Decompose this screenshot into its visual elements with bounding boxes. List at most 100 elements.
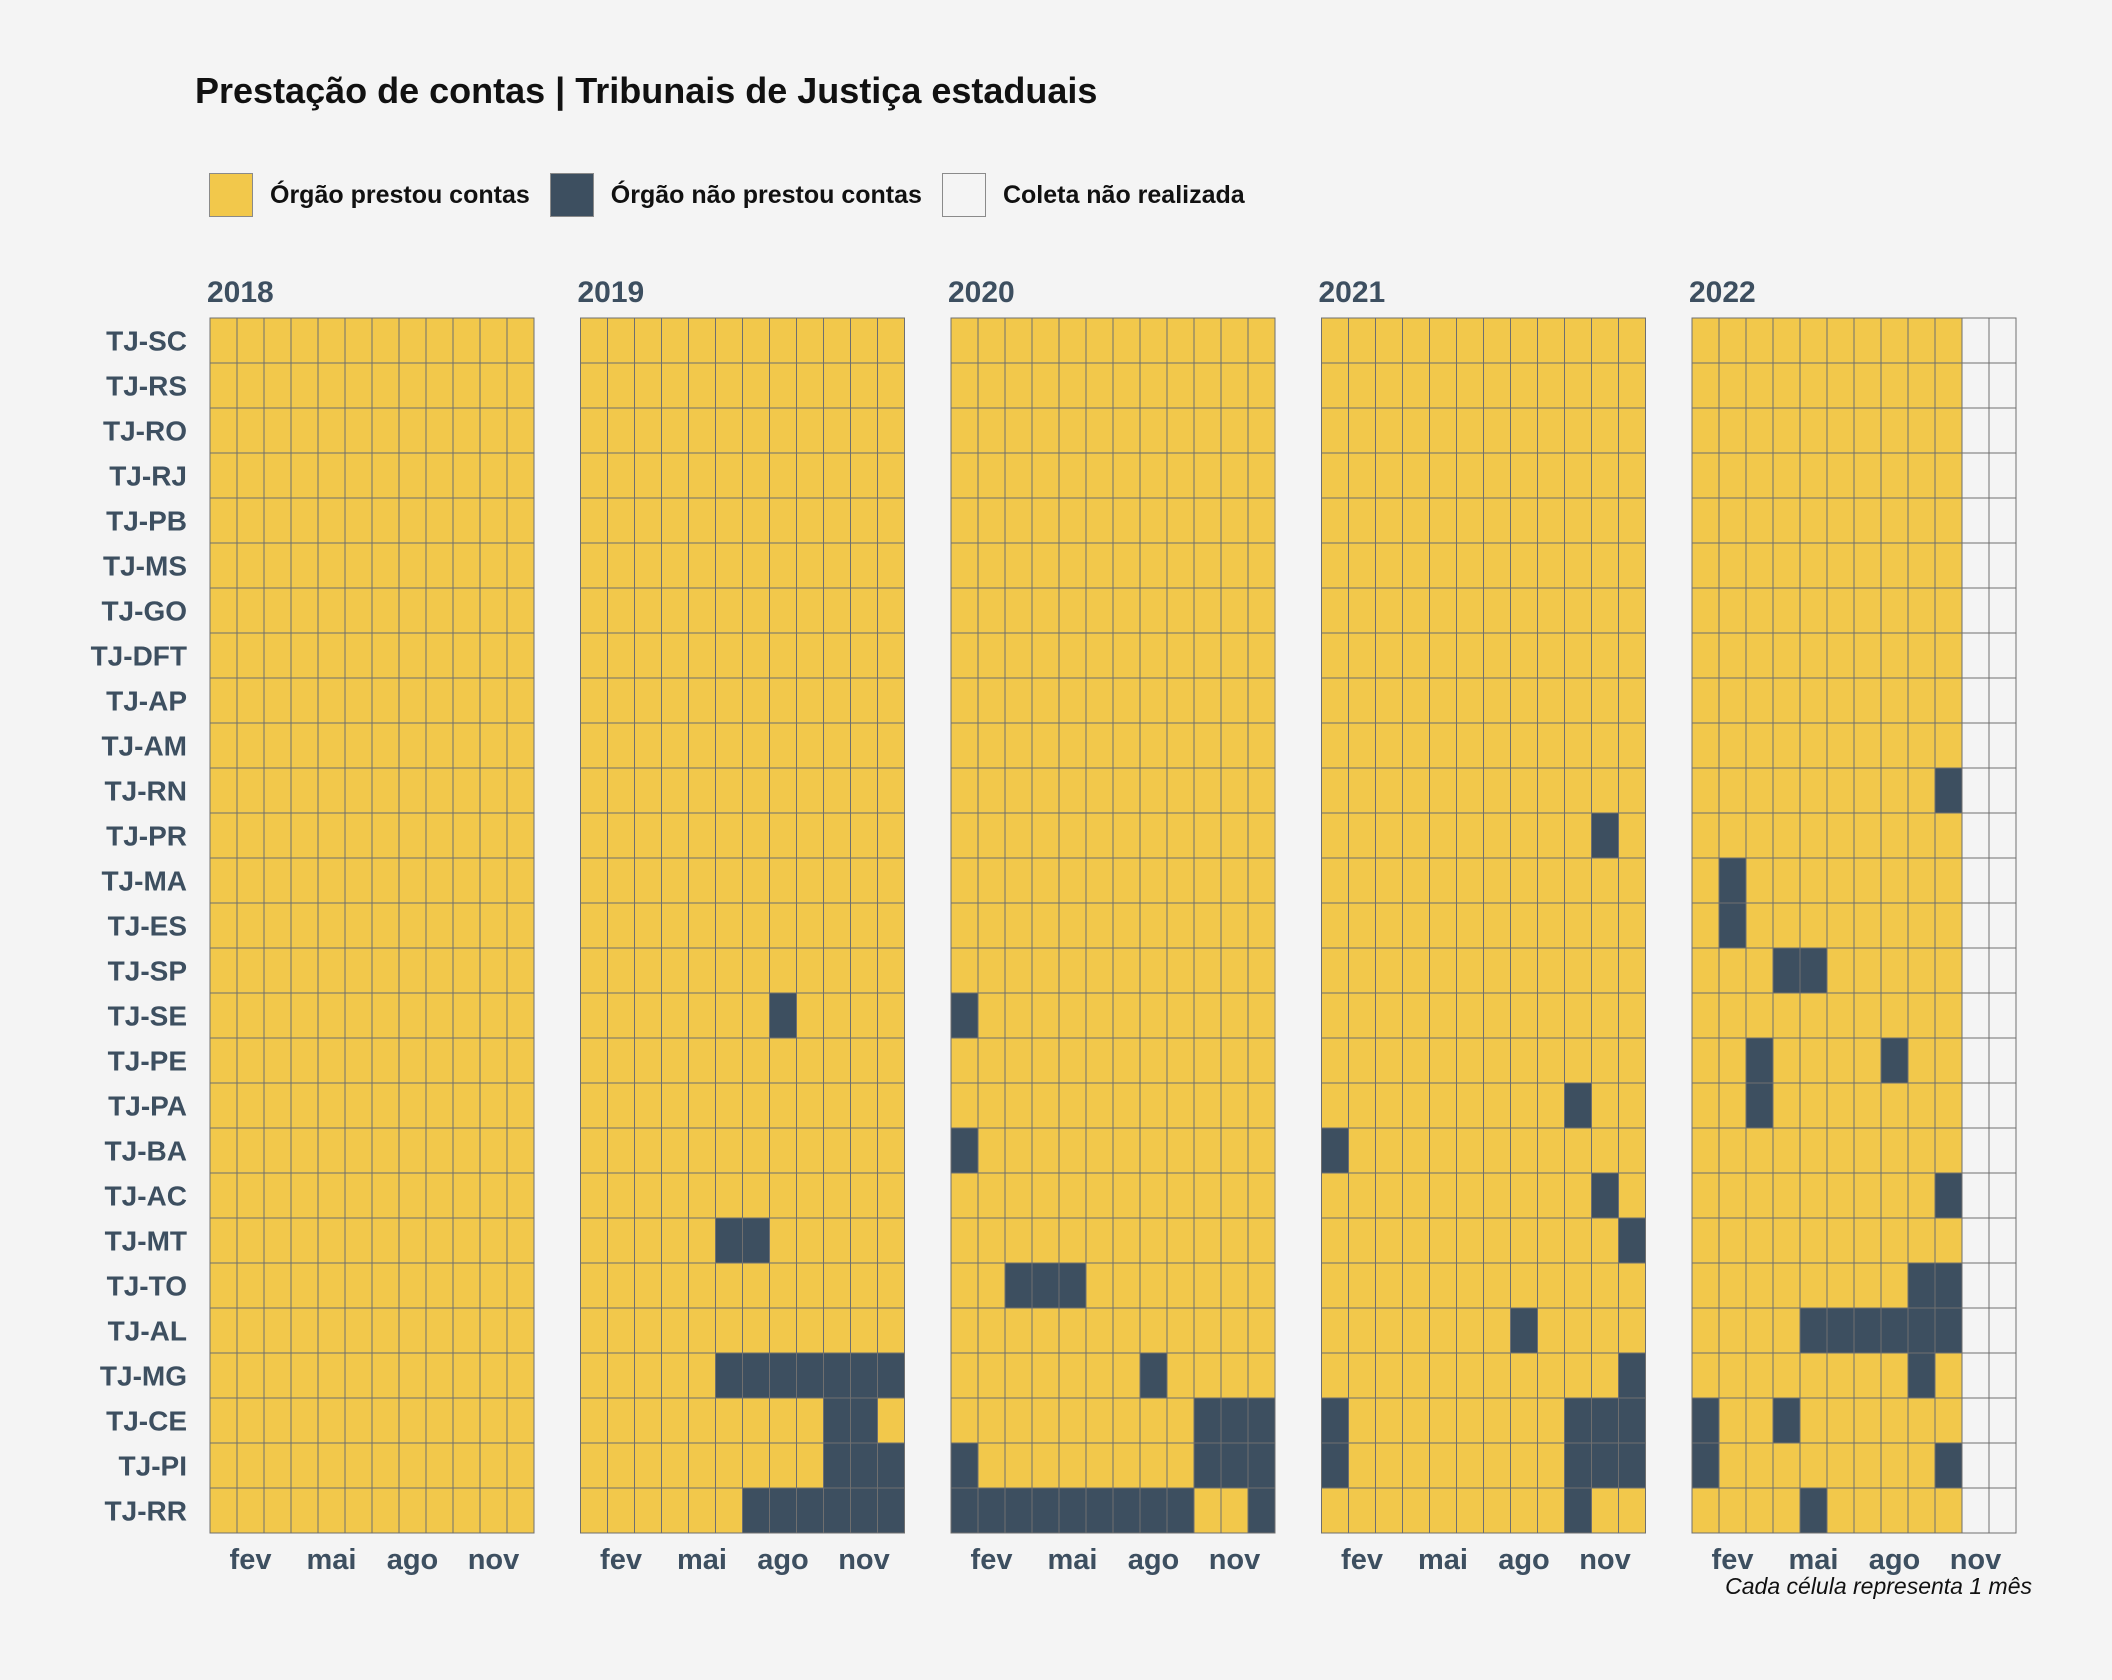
heatmap-cell	[344, 1442, 373, 1489]
heatmap-cell	[769, 1172, 797, 1219]
heatmap-cell	[479, 497, 508, 544]
heatmap-cell	[1112, 1172, 1141, 1219]
heatmap-cell	[479, 767, 508, 814]
heatmap-cell	[1112, 857, 1141, 904]
heatmap-cell	[209, 1307, 238, 1354]
chart-title: Prestação de contas | Tribunais de Justi…	[195, 70, 1098, 111]
heatmap-cell	[1934, 722, 1963, 769]
heatmap-cell	[688, 1082, 716, 1129]
heatmap-cell	[580, 812, 608, 859]
heatmap-cell	[1247, 1082, 1276, 1129]
heatmap-cell	[1907, 1037, 1936, 1084]
heatmap-cell	[977, 452, 1006, 499]
heatmap-cell	[1348, 1262, 1376, 1309]
heatmap-cell	[796, 1442, 824, 1489]
heatmap-cell	[425, 767, 454, 814]
heatmap-cell	[1456, 1172, 1484, 1219]
heatmap-cell	[769, 1217, 797, 1264]
heatmap-cell	[1745, 902, 1774, 949]
heatmap-cell	[236, 812, 265, 859]
month-tick-label: mai	[307, 1544, 357, 1576]
heatmap-cell	[1853, 1172, 1882, 1219]
heatmap-cell	[877, 722, 905, 769]
heatmap-cell	[1375, 857, 1403, 904]
heatmap-cell	[769, 1487, 797, 1534]
heatmap-cell	[823, 542, 851, 589]
heatmap-cell	[1429, 1352, 1457, 1399]
heatmap-cell	[607, 722, 635, 769]
heatmap-cell	[1691, 1442, 1720, 1489]
heatmap-cell	[209, 1262, 238, 1309]
heatmap-cell	[1193, 1352, 1222, 1399]
heatmap-cell	[1618, 1037, 1646, 1084]
heatmap-cell	[1166, 632, 1195, 679]
heatmap-cell	[1618, 542, 1646, 589]
heatmap-cell	[796, 1262, 824, 1309]
heatmap-cell	[1510, 1037, 1538, 1084]
heatmap-cell	[823, 1352, 851, 1399]
heatmap-cell	[1826, 767, 1855, 814]
heatmap-cell	[1799, 722, 1828, 769]
heatmap-cell	[1483, 1487, 1511, 1534]
heatmap-cell	[1321, 452, 1349, 499]
heatmap-cell	[1618, 1352, 1646, 1399]
heatmap-cell	[1691, 1307, 1720, 1354]
heatmap-cell	[1031, 497, 1060, 544]
heatmap-cell	[317, 812, 346, 859]
heatmap-cell	[452, 317, 481, 364]
heatmap-cell	[209, 362, 238, 409]
heatmap-cell	[823, 1217, 851, 1264]
heatmap-cell	[796, 317, 824, 364]
heatmap-cell	[371, 362, 400, 409]
heatmap-cell	[715, 362, 743, 409]
heatmap-cell	[1745, 857, 1774, 904]
heatmap-cell	[1402, 1127, 1430, 1174]
heatmap-cell	[1880, 407, 1909, 454]
heatmap-cell	[1826, 1082, 1855, 1129]
heatmap-cell	[1247, 677, 1276, 724]
heatmap-cell	[1402, 362, 1430, 409]
heatmap-cell	[1247, 902, 1276, 949]
heatmap-cell	[1718, 362, 1747, 409]
heatmap-cell	[1591, 1037, 1619, 1084]
heatmap-cell	[715, 1172, 743, 1219]
heatmap-cell	[479, 587, 508, 634]
heatmap-cell	[236, 1082, 265, 1129]
month-tick-label: nov	[468, 1544, 520, 1576]
heatmap-cell	[1429, 677, 1457, 724]
heatmap-cell	[769, 857, 797, 904]
heatmap-cell	[1718, 1127, 1747, 1174]
heatmap-cell	[877, 452, 905, 499]
heatmap-cell	[1564, 542, 1592, 589]
heatmap-cell	[479, 812, 508, 859]
heatmap-cell	[1483, 992, 1511, 1039]
heatmap-cell	[1961, 497, 1990, 544]
heatmap-cell	[236, 1352, 265, 1399]
heatmap-cell	[317, 857, 346, 904]
heatmap-cell	[1247, 452, 1276, 499]
heatmap-cell	[1907, 857, 1936, 904]
heatmap-cell	[506, 677, 535, 724]
heatmap-cell	[398, 1172, 427, 1219]
heatmap-cell	[344, 632, 373, 679]
heatmap-cell	[1772, 452, 1801, 499]
heatmap-cell	[742, 362, 770, 409]
row-label: TJ-CE	[106, 1406, 187, 1437]
heatmap-cell	[371, 902, 400, 949]
heatmap-cell	[977, 1172, 1006, 1219]
heatmap-cell	[1907, 947, 1936, 994]
heatmap-cell	[1220, 857, 1249, 904]
heatmap-cell	[1112, 902, 1141, 949]
heatmap-cell	[479, 1172, 508, 1219]
heatmap-cell	[977, 1082, 1006, 1129]
heatmap-cell	[1853, 1037, 1882, 1084]
heatmap-cell	[344, 1487, 373, 1534]
heatmap-cell	[344, 1037, 373, 1084]
heatmap-cell	[1853, 722, 1882, 769]
heatmap-cell	[1564, 767, 1592, 814]
heatmap-cell	[661, 1352, 689, 1399]
heatmap-cell	[344, 1172, 373, 1219]
heatmap-cell	[661, 1397, 689, 1444]
heatmap-cell	[742, 767, 770, 814]
heatmap-cell	[1934, 452, 1963, 499]
